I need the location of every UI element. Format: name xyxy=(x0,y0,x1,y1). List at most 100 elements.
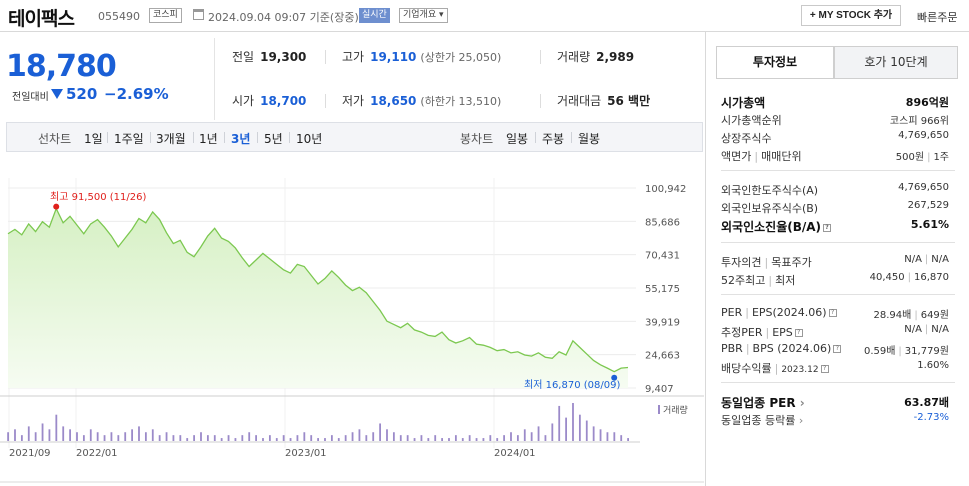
low-marker xyxy=(611,374,618,381)
section-divider xyxy=(721,382,955,383)
investment-info-panel: 투자정보 호가 10단계 시가총액 896억원 시가총액순위 코스피 966위 상장주식… xyxy=(705,32,969,486)
help-icon[interactable]: ? xyxy=(833,345,842,353)
volume-bar xyxy=(358,429,361,441)
volume-legend-swatch xyxy=(658,405,660,414)
volume-bar xyxy=(330,435,333,441)
info-row: 외국인소진율(B/A)? 5.61% xyxy=(721,218,949,236)
volume-bar xyxy=(103,435,106,441)
line-chart-label: 선차트 xyxy=(38,132,72,146)
candle-chart-label: 봉차트 xyxy=(460,132,494,146)
volume-bar xyxy=(441,438,443,441)
candle-daily[interactable]: 일봉 xyxy=(506,132,529,146)
period-5y[interactable]: 5년 xyxy=(264,132,283,146)
price-chart[interactable]: 100,942 85,686 70,431 55,175 39,919 24,663 9,4… xyxy=(0,152,704,486)
realtime-badge[interactable]: 실시간 xyxy=(359,8,390,23)
volume-bar xyxy=(496,438,499,441)
volume-bar xyxy=(454,435,457,441)
calendar-icon xyxy=(193,9,204,20)
period-3y[interactable]: 3년 xyxy=(231,132,251,146)
stock-code: 055490 xyxy=(98,10,140,23)
info-row-value: 1.60% xyxy=(917,360,949,371)
tab-investment-info[interactable]: 투자정보 xyxy=(716,46,834,79)
volume-bar xyxy=(55,414,58,441)
volume-bar xyxy=(165,432,168,441)
volume-bar xyxy=(627,438,629,441)
add-my-stock-button[interactable]: + MY STOCK 추가 xyxy=(801,5,901,26)
volume-bar xyxy=(565,417,567,441)
stock-header: 테이팩스 055490 코스피 2024.09.04 09:07 기준(장중) … xyxy=(0,0,969,32)
volume-bar xyxy=(516,435,519,441)
volume-bar xyxy=(220,438,223,441)
info-row: 배당수익률 | 2023.12? 1.60% xyxy=(721,360,949,378)
chevron-right-icon[interactable]: › xyxy=(795,414,804,427)
volume-bar xyxy=(310,435,313,441)
info-row-label: 시가총액 xyxy=(721,96,766,110)
stat-amount: 거래대금 56 백만 xyxy=(557,94,651,108)
info-row-value: 28.94배 | 649원 xyxy=(873,310,950,321)
help-icon[interactable]: ? xyxy=(828,309,837,317)
info-row-label: 동일업종 PER › xyxy=(721,396,805,410)
low-label: 최저 16,870 (08/09) xyxy=(524,379,620,391)
period-1d[interactable]: 1일 xyxy=(84,132,103,146)
help-icon[interactable]: ? xyxy=(823,223,832,232)
volume-bar xyxy=(14,429,16,441)
volume-bar xyxy=(296,435,299,441)
period-3m[interactable]: 3개월 xyxy=(156,132,186,146)
section-divider xyxy=(721,242,955,243)
info-row-label: 외국인보유주식수(B) xyxy=(721,202,819,215)
period-10y[interactable]: 10년 xyxy=(296,132,323,146)
price-area-fill xyxy=(8,208,628,388)
chevron-right-icon[interactable]: › xyxy=(795,396,805,410)
info-row-value: 40,450 | 16,870 xyxy=(869,272,949,283)
tab-order-book[interactable]: 호가 10단계 xyxy=(834,46,958,79)
info-row-value: N/A | N/A xyxy=(904,254,949,265)
down-arrow-icon xyxy=(51,89,63,99)
info-row-label: 동일업종 등락률 › xyxy=(721,414,804,427)
volume-bar xyxy=(468,435,471,441)
info-row: 동일업종 등락률 › -2.73% xyxy=(721,412,949,430)
volume-bar xyxy=(434,435,437,441)
volume-bar xyxy=(585,420,588,441)
x-tick-label: 2024/01 xyxy=(494,448,536,459)
info-row-label: PBR | BPS (2024.06)? xyxy=(721,342,842,355)
volume-label: 거래량 xyxy=(663,404,688,416)
info-row-value: 코스피 966위 xyxy=(889,116,949,127)
info-row: PER | EPS(2024.06)? 28.94배 | 649원 xyxy=(721,306,949,324)
period-1w[interactable]: 1주일 xyxy=(114,132,144,146)
y-tick-label: 24,663 xyxy=(645,351,680,362)
volume-bar xyxy=(96,432,99,441)
price-stats: 전일 19,300 고가 19,110 (상한가 25,050) 거래량 2,989 시… xyxy=(214,38,702,120)
market-badge: 코스피 xyxy=(149,8,182,23)
info-row-value: -2.73% xyxy=(913,412,949,423)
info-row: 시가총액순위 코스피 966위 xyxy=(721,112,949,130)
volume-bar xyxy=(372,432,375,441)
candle-monthly[interactable]: 월봉 xyxy=(578,132,601,146)
stat-prev-close: 전일 19,300 xyxy=(232,50,307,64)
volume-bar xyxy=(41,423,44,441)
volume-bar xyxy=(578,414,581,441)
volume-bar xyxy=(558,405,561,441)
volume-bar xyxy=(475,438,478,441)
candle-weekly[interactable]: 주봉 xyxy=(542,132,565,146)
company-overview-dropdown[interactable]: 기업개요 ▾ xyxy=(399,8,448,23)
volume-bar xyxy=(523,429,526,441)
help-icon[interactable]: ? xyxy=(794,329,803,337)
volume-bar xyxy=(620,435,623,441)
info-row-value: 5.61% xyxy=(910,218,949,231)
info-row-value: 500원 | 1주 xyxy=(895,152,949,163)
info-row-value: N/A | N/A xyxy=(904,324,949,335)
volume-bar xyxy=(482,438,485,441)
volume-bar xyxy=(241,435,244,441)
volume-bar xyxy=(503,435,505,441)
info-row-label: 시가총액순위 xyxy=(721,114,782,127)
info-row-value: 0.59배 | 31,779원 xyxy=(863,346,949,357)
x-tick-label: 2023/01 xyxy=(285,448,327,459)
volume-bar xyxy=(303,432,306,441)
volume-bar xyxy=(34,432,37,441)
info-row: 액면가 | 매매단위 500원 | 1주 xyxy=(721,148,949,166)
info-row: 상장주식수 4,769,650 xyxy=(721,130,949,148)
quick-order-link[interactable]: 빠른주문 xyxy=(917,11,958,24)
period-1y[interactable]: 1년 xyxy=(199,132,218,146)
help-icon[interactable]: ? xyxy=(820,365,829,373)
info-row-label: 액면가 | 매매단위 xyxy=(721,150,802,163)
